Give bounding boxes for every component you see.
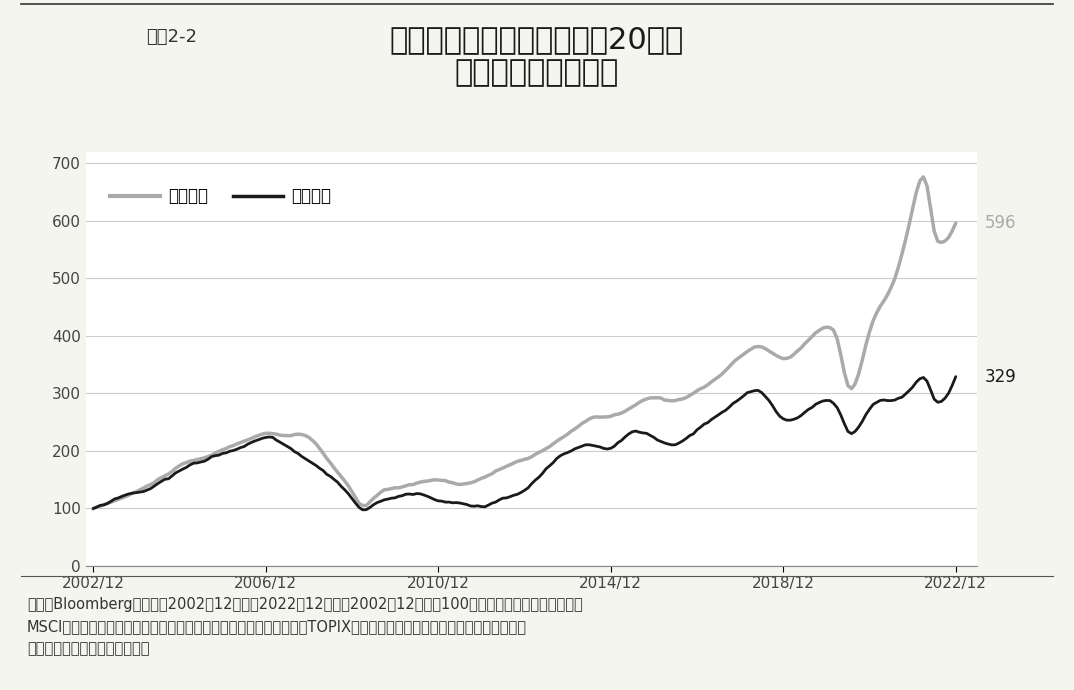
Text: 図表2-2: 図表2-2 — [146, 28, 198, 46]
Legend: 世界株式, 日本株式: 世界株式, 日本株式 — [103, 181, 338, 212]
Text: 596: 596 — [985, 214, 1016, 232]
Text: 世界株式と日本株式の過去20年の
トータル・リターン: 世界株式と日本株式の過去20年の トータル・リターン — [390, 25, 684, 88]
Text: 329: 329 — [985, 368, 1016, 386]
Text: 出所：Bloomberg　期間：2002年12月末～2022年12月末（2002年12月末を100として指数化）　世界株式：
MSCIワールド・インデックスをイ: 出所：Bloomberg 期間：2002年12月末～2022年12月末（2002… — [27, 597, 582, 656]
